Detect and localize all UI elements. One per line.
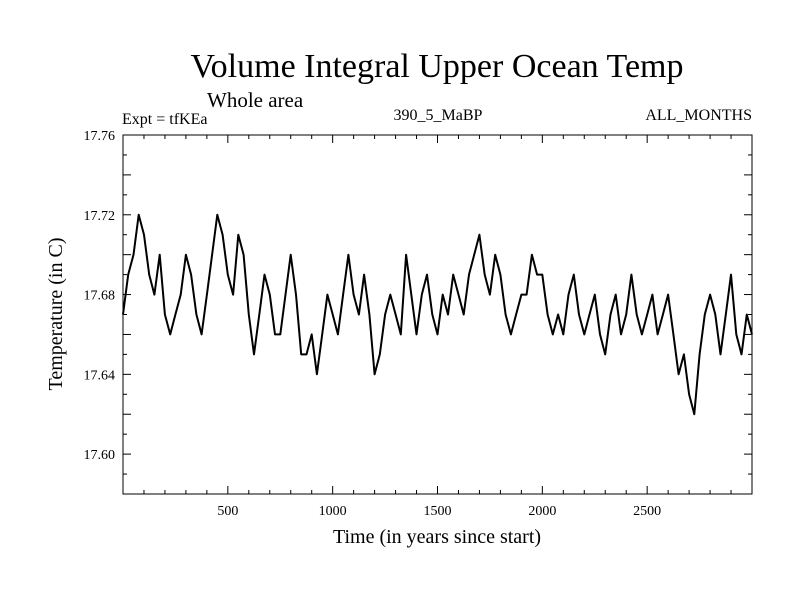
x-axis-label: Time (in years since start) [333, 526, 541, 548]
y-tick-label: 17.76 [84, 129, 116, 144]
x-tick-label: 1500 [424, 504, 452, 519]
axis-ticks [123, 135, 752, 494]
months-annotation: ALL_MONTHS [645, 107, 752, 124]
experiment-annotation: Expt = tfKEa [122, 111, 207, 128]
y-tick-label: 17.68 [84, 289, 116, 304]
chart-title: Volume Integral Upper Ocean Temp [191, 48, 684, 85]
y-tick-label: 17.60 [84, 448, 116, 463]
x-tick-label: 2000 [528, 504, 556, 519]
y-axis-label: Temperature (in C) [45, 238, 67, 391]
y-tick-label: 17.64 [84, 368, 116, 383]
y-tick-label: 17.72 [84, 209, 116, 224]
temperature-series-line [122, 213, 753, 416]
x-tick-label: 2500 [633, 504, 661, 519]
x-tick-label: 500 [217, 504, 238, 519]
axis-tick-labels: 500 1000 1500 2000 2500 17.60 17.64 17.68 17.72 1… [84, 129, 662, 519]
x-tick-label: 1000 [319, 504, 347, 519]
chart-subtitle: Whole area [207, 88, 304, 112]
run-annotation: 390_5_MaBP [394, 107, 483, 124]
plot-frame [122, 134, 753, 495]
